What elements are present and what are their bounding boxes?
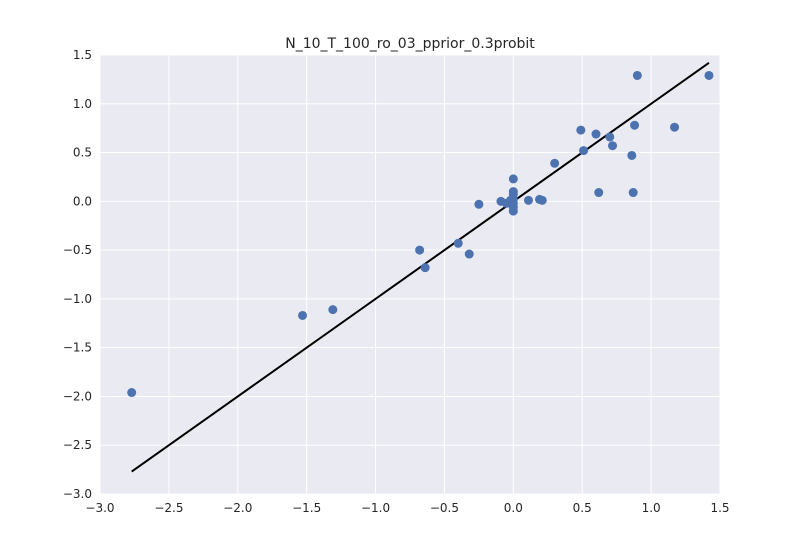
x-axis: −3.0 −2.5 −2.0 −1.5 −1.0 −0.5 0.0 0.5 1.0 1.5: [85, 501, 729, 515]
points-layer: [127, 70, 714, 398]
x-tick-label: −1.5: [292, 501, 321, 515]
data-point: [420, 263, 430, 273]
x-tick-label: 1.5: [710, 501, 729, 515]
data-point: [632, 70, 642, 80]
chart-title: N_10_T_100_ro_03_pprior_0.3probit: [285, 36, 535, 52]
data-point: [594, 188, 604, 198]
data-point: [537, 195, 547, 205]
y-tick-label: −2.0: [63, 389, 92, 403]
x-tick-label: −3.0: [85, 501, 114, 515]
x-tick-label: 0.0: [504, 501, 523, 515]
x-tick-label: −2.5: [154, 501, 183, 515]
x-tick-label: −2.0: [223, 501, 252, 515]
data-point: [579, 146, 589, 156]
fit-line-layer: [131, 61, 710, 473]
data-point: [508, 206, 518, 216]
data-point: [591, 129, 601, 139]
data-point: [576, 125, 586, 135]
x-tick-label: 1.0: [642, 501, 661, 515]
y-tick-label: 0.5: [73, 146, 92, 160]
data-point: [550, 158, 560, 168]
data-point: [608, 141, 618, 151]
data-point: [628, 188, 638, 198]
y-axis: −3.0 −2.5 −2.0 −1.5 −1.0 −0.5 0.0 0.5 1.0 1.5: [63, 48, 92, 501]
data-point: [704, 70, 714, 80]
data-point: [627, 150, 637, 160]
y-tick-label: −3.0: [63, 487, 92, 501]
y-tick-label: 1.5: [73, 48, 92, 62]
y-tick-label: −1.0: [63, 292, 92, 306]
data-point: [508, 174, 518, 184]
data-point: [415, 245, 425, 255]
data-point: [298, 310, 308, 320]
data-point: [328, 305, 338, 315]
data-point: [127, 388, 137, 398]
data-point: [453, 238, 463, 248]
y-tick-label: 0.0: [73, 194, 92, 208]
data-point: [605, 132, 615, 142]
x-tick-label: 0.5: [573, 501, 592, 515]
data-point: [670, 122, 680, 132]
y-tick-label: 1.0: [73, 97, 92, 111]
y-tick-label: −2.5: [63, 438, 92, 452]
fit-line: [131, 61, 710, 473]
data-point: [474, 199, 484, 209]
y-tick-label: −0.5: [63, 243, 92, 257]
data-point: [630, 120, 640, 130]
x-tick-label: −0.5: [430, 501, 459, 515]
data-point: [523, 195, 533, 205]
x-tick-label: −1.0: [361, 501, 390, 515]
y-tick-label: −1.5: [63, 341, 92, 355]
data-point: [464, 249, 474, 259]
